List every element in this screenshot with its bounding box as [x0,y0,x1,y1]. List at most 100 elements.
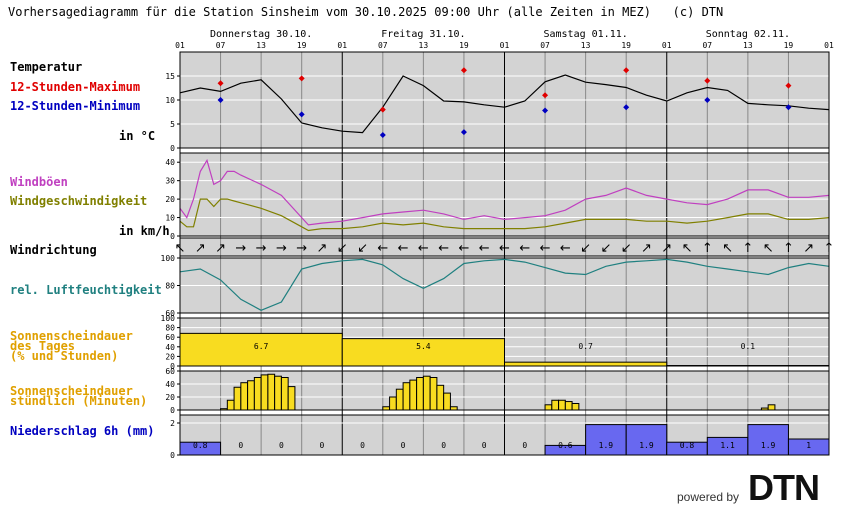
sun-hourly-bar [274,375,282,411]
day-label: Samstag 01.11. [543,29,627,40]
wind-direction-arrow: ← [499,241,510,256]
max-marker [379,106,386,113]
max-marker [623,67,630,74]
sun-daily-ytick-label: 0 [170,362,175,371]
precip-label: 1 [806,441,811,450]
wind-direction-arrow: ↗ [803,241,814,256]
precip-label: 0.6 [558,441,573,450]
max-marker [298,75,305,82]
wind-direction-arrow: ← [479,241,490,256]
temp-ytick-label: 5 [170,120,175,129]
max-marker [785,82,792,89]
sun-daily-bar [504,361,668,367]
wind-direction-arrow: → [235,241,246,256]
panel-border [179,414,830,456]
panel-border [179,51,830,149]
sun-daily-label: 5.4 [416,342,431,351]
hour-tick-label: 01 [175,41,185,50]
sun-daily-ytick-label: 20 [165,352,175,361]
wind-direction-arrow: ← [540,241,551,256]
label-12h-max: 12-Stunden-Maximum [10,80,141,94]
sun-daily-label: 0.7 [578,342,593,351]
day-label: Sonntag 02.11. [706,29,790,40]
min-marker [460,129,467,136]
hour-tick-label: 01 [662,41,672,50]
sun-hourly-bar [233,386,242,411]
precip-bar [585,424,627,456]
wind-ytick-label: 10 [165,214,175,223]
sun-hourly-bar [260,374,269,411]
wind-direction-arrow: ← [519,241,530,256]
hour-tick-label: 07 [216,41,226,50]
wind-ytick-label: 30 [165,177,175,186]
day-label: Donnerstag 30.10. [210,29,312,40]
sun-hourly-ytick-label: 20 [165,393,175,402]
temp-ytick-label: 10 [165,96,175,105]
label-temperature: Temperatur [10,60,83,74]
wind-direction-arrow: ↗ [317,241,328,256]
hour-tick-label: 07 [540,41,550,50]
powered-by-text: powered by [677,490,740,504]
temp-ytick-label: 0 [170,144,175,153]
precip-ytick-label: 0 [170,451,175,460]
panel-border [179,257,830,314]
wind-direction-arrow: ↙ [621,241,632,256]
sun-daily-ytick-label: 40 [165,343,175,352]
wind-ytick-label: 0 [170,232,175,241]
wind-direction-arrow: → [296,241,307,256]
sun-daily-ytick-label: 80 [165,324,175,333]
label-sun-daily-2: des Tages [10,339,76,353]
precip-label: 0.8 [193,441,208,450]
precip-label: 1.1 [720,441,735,450]
sun-hourly-bar [287,386,296,411]
sun-hourly-bar [436,384,445,411]
wind-direction-arrow: ↙ [337,241,348,256]
sun-hourly-bar [551,399,560,411]
chart-title: Vorhersagediagramm für die Station Sinsh… [8,5,724,19]
hour-tick-label: 01 [500,41,510,50]
label-temp-unit: in °C [119,129,156,143]
wind-direction-arrow: ↙ [580,241,591,256]
label-sun-daily-1: Sonnenscheindauer [10,329,133,343]
label-gusts: Windböen [10,175,68,189]
sun-daily-label: 0.1 [741,342,756,351]
hour-tick-label: 07 [702,41,712,50]
hour-tick-label: 19 [297,41,307,50]
hour-tick-label: 19 [459,41,469,50]
label-sun-hourly-1: Sonnenscheindauer [10,384,133,398]
wind-direction-arrow: ← [418,241,429,256]
sun-hourly-bar [395,388,404,411]
hour-tick-label: 01 [337,41,347,50]
hour-tick-label: 01 [824,41,834,50]
humidity-ytick-label: 60 [165,309,175,318]
wind-direction-arrow: ↙ [600,241,611,256]
wind-direction-arrow: ↑ [742,241,753,256]
max-marker [704,77,711,84]
wind-direction-arrow: ↗ [215,241,226,256]
sun-daily-ytick-label: 100 [161,314,176,323]
wind-direction-arrow: ↖ [682,241,693,256]
humidity-line [179,258,830,311]
sun-hourly-ytick-label: 0 [170,406,175,415]
precip-bar [747,424,789,456]
precip-ytick-label: 2 [170,419,175,428]
hour-tick-label: 19 [621,41,631,50]
sun-hourly-bar [571,403,580,411]
wind-direction-arrow: ↙ [357,241,368,256]
label-humidity: rel. Luftfeuchtigkeit [10,283,162,297]
precip-label: 0.8 [680,441,695,450]
sun-hourly-ytick-label: 60 [165,367,175,376]
gust-line [179,158,830,226]
sun-hourly-bar [443,392,451,411]
sun-hourly-bar [564,401,573,411]
precip-label: 0 [522,441,527,450]
wind-direction-arrow: ↗ [661,241,672,256]
wind-direction-arrow: ← [398,241,409,256]
label-precipitation: Niederschlag 6h (mm) [10,424,155,438]
panel-border [179,237,830,257]
hour-tick-label: 07 [378,41,388,50]
wind-direction-arrow: → [276,241,287,256]
label-wind-speed: Windgeschwindigkeit [10,194,148,208]
hour-tick-label: 13 [419,41,429,50]
